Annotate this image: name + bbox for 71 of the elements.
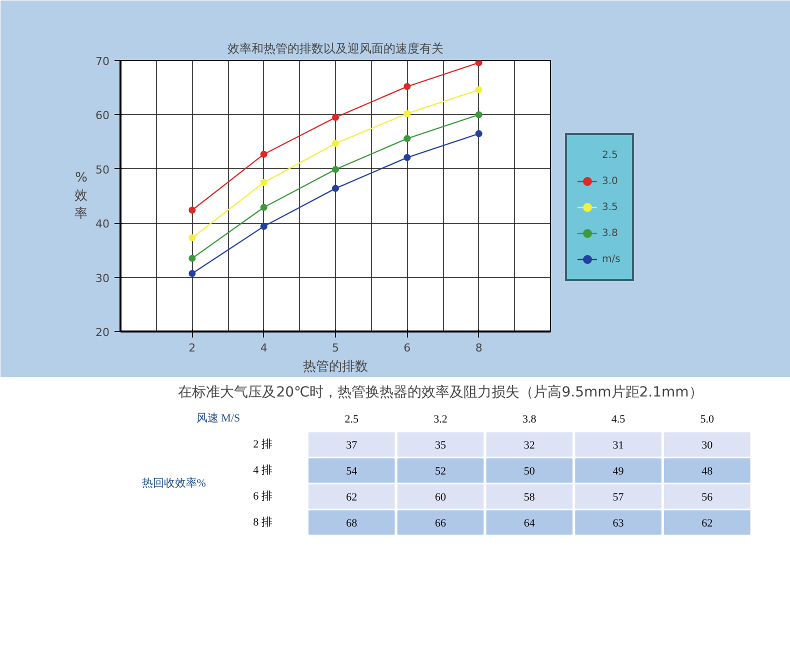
x-tick-label: 3.2 xyxy=(434,414,448,426)
y-tick-label: 60 xyxy=(96,109,110,122)
x-tick-label: 5 xyxy=(332,342,339,354)
point xyxy=(475,60,482,66)
data-label: 35 xyxy=(435,440,446,452)
data-label: 62 xyxy=(702,518,713,530)
data-label: 60 xyxy=(435,492,446,504)
data-label: 54 xyxy=(346,466,358,478)
point xyxy=(332,166,339,173)
data-label: 48 xyxy=(702,466,714,478)
point xyxy=(475,111,482,118)
data-label: 37 xyxy=(346,440,358,452)
chart-title: 在标准大气压及20℃时，热管换热器的效率及阻力损失（片高9.5mm片距2.1mm） xyxy=(178,384,703,400)
x-tick-label: 8 xyxy=(475,342,482,354)
point xyxy=(404,110,411,118)
data-label: 49 xyxy=(612,466,624,478)
y-axis-title: 热回收效率% xyxy=(142,476,206,490)
point xyxy=(404,154,411,162)
point xyxy=(260,150,268,158)
chart-title: 效率和热管的排数以及迎风面的速度有关 xyxy=(228,42,444,56)
data-label: 50 xyxy=(524,466,536,478)
data-label: 56 xyxy=(702,492,714,504)
point xyxy=(404,135,411,142)
legend-label: 3.0 xyxy=(602,176,619,186)
y-tick-label: 2 排 xyxy=(253,438,272,450)
y-tick-label: 50 xyxy=(96,163,110,176)
legend-label: m/s xyxy=(602,254,622,264)
x-tick-label: 6 xyxy=(404,342,411,354)
data-label: 30 xyxy=(702,440,714,452)
legend-label: 3.8 xyxy=(602,228,619,238)
y-tick-label: 20 xyxy=(96,326,110,339)
point xyxy=(332,114,339,121)
data-label: 62 xyxy=(346,492,358,504)
y-axis-title: %效率 xyxy=(74,170,88,222)
x-tick-label: 4.5 xyxy=(611,414,626,426)
point xyxy=(188,270,196,277)
point xyxy=(475,130,482,138)
point xyxy=(188,254,196,262)
point xyxy=(188,234,196,242)
y-tick-label: 40 xyxy=(96,218,110,231)
data-label: 68 xyxy=(346,518,358,530)
legend-label: 3.5 xyxy=(602,202,619,212)
data-label: 57 xyxy=(612,492,624,504)
data-label: 58 xyxy=(524,492,536,504)
data-label: 64 xyxy=(524,518,536,530)
y-tick-label: 6 排 xyxy=(253,490,272,502)
point xyxy=(332,184,339,192)
y-tick-label: 8 排 xyxy=(253,516,272,528)
x-tick-label: 5.0 xyxy=(700,414,715,426)
point xyxy=(404,83,411,90)
x-axis-title: 风速 M/S xyxy=(196,412,240,424)
point xyxy=(332,140,339,147)
data-label: 52 xyxy=(435,466,446,478)
x-tick-label: 2 xyxy=(188,342,196,354)
point xyxy=(260,222,268,230)
text: 2.5 xyxy=(602,150,619,160)
y-tick-label: 4 排 xyxy=(253,464,272,476)
data-label: 63 xyxy=(612,518,624,530)
x-tick-label: 3.8 xyxy=(522,414,537,426)
x-tick-label: 4 xyxy=(260,342,268,354)
x-tick-label: 2.5 xyxy=(344,414,359,426)
data-label: 31 xyxy=(612,440,624,452)
data-label: 66 xyxy=(435,518,446,530)
data-label: 32 xyxy=(524,440,535,452)
y-tick-label: 30 xyxy=(96,272,110,285)
x-axis-title: 热管的排数 xyxy=(303,360,368,374)
point xyxy=(475,86,482,94)
point xyxy=(260,178,268,186)
y-tick-label: 70 xyxy=(96,55,110,68)
point xyxy=(188,206,196,214)
point xyxy=(260,204,268,211)
